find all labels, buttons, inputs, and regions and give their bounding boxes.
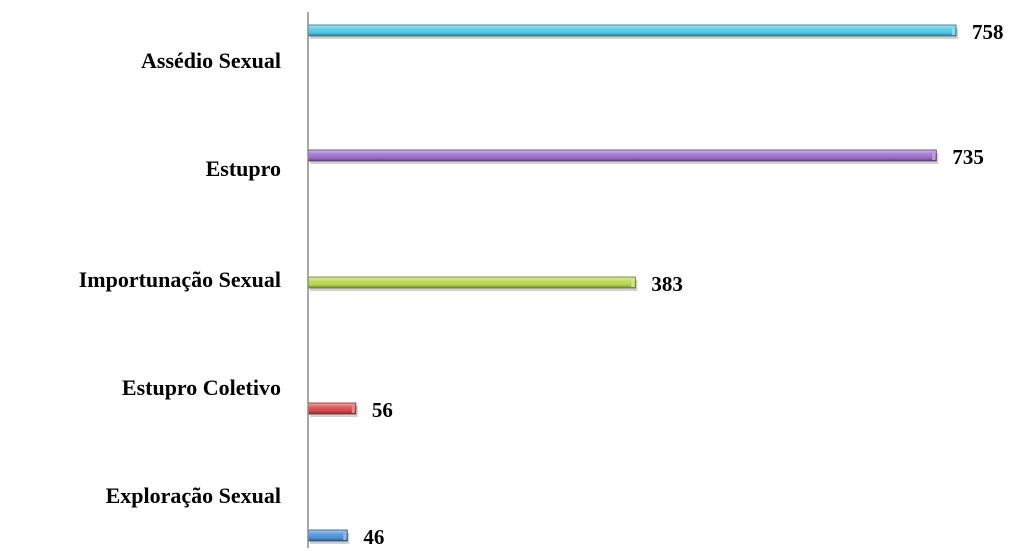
bar-end-cap <box>631 278 635 287</box>
category-label: Importunação Sexual <box>79 267 281 292</box>
category-label: Estupro <box>206 156 281 181</box>
data-label: 383 <box>651 272 683 296</box>
data-label: 735 <box>952 145 984 169</box>
category-label: Exploração Sexual <box>106 483 281 508</box>
bars-group <box>307 24 958 544</box>
data-label: 46 <box>363 525 384 549</box>
bar <box>307 149 937 162</box>
bar <box>307 276 636 289</box>
category-label: Assédio Sexual <box>141 48 281 73</box>
data-label: 56 <box>372 398 393 422</box>
bar-end-cap <box>952 26 955 35</box>
bar-end-cap <box>351 404 355 413</box>
bar <box>307 529 348 542</box>
labels-group: 758 Assédio Sexual 735 Estupro 383 Importunaç… <box>79 20 1004 549</box>
data-label: 758 <box>972 20 1004 44</box>
bar <box>307 402 357 415</box>
bar-end-cap <box>343 531 347 540</box>
category-label: Estupro Coletivo <box>122 375 281 400</box>
bar-end-cap <box>932 151 936 160</box>
bar <box>307 24 957 37</box>
